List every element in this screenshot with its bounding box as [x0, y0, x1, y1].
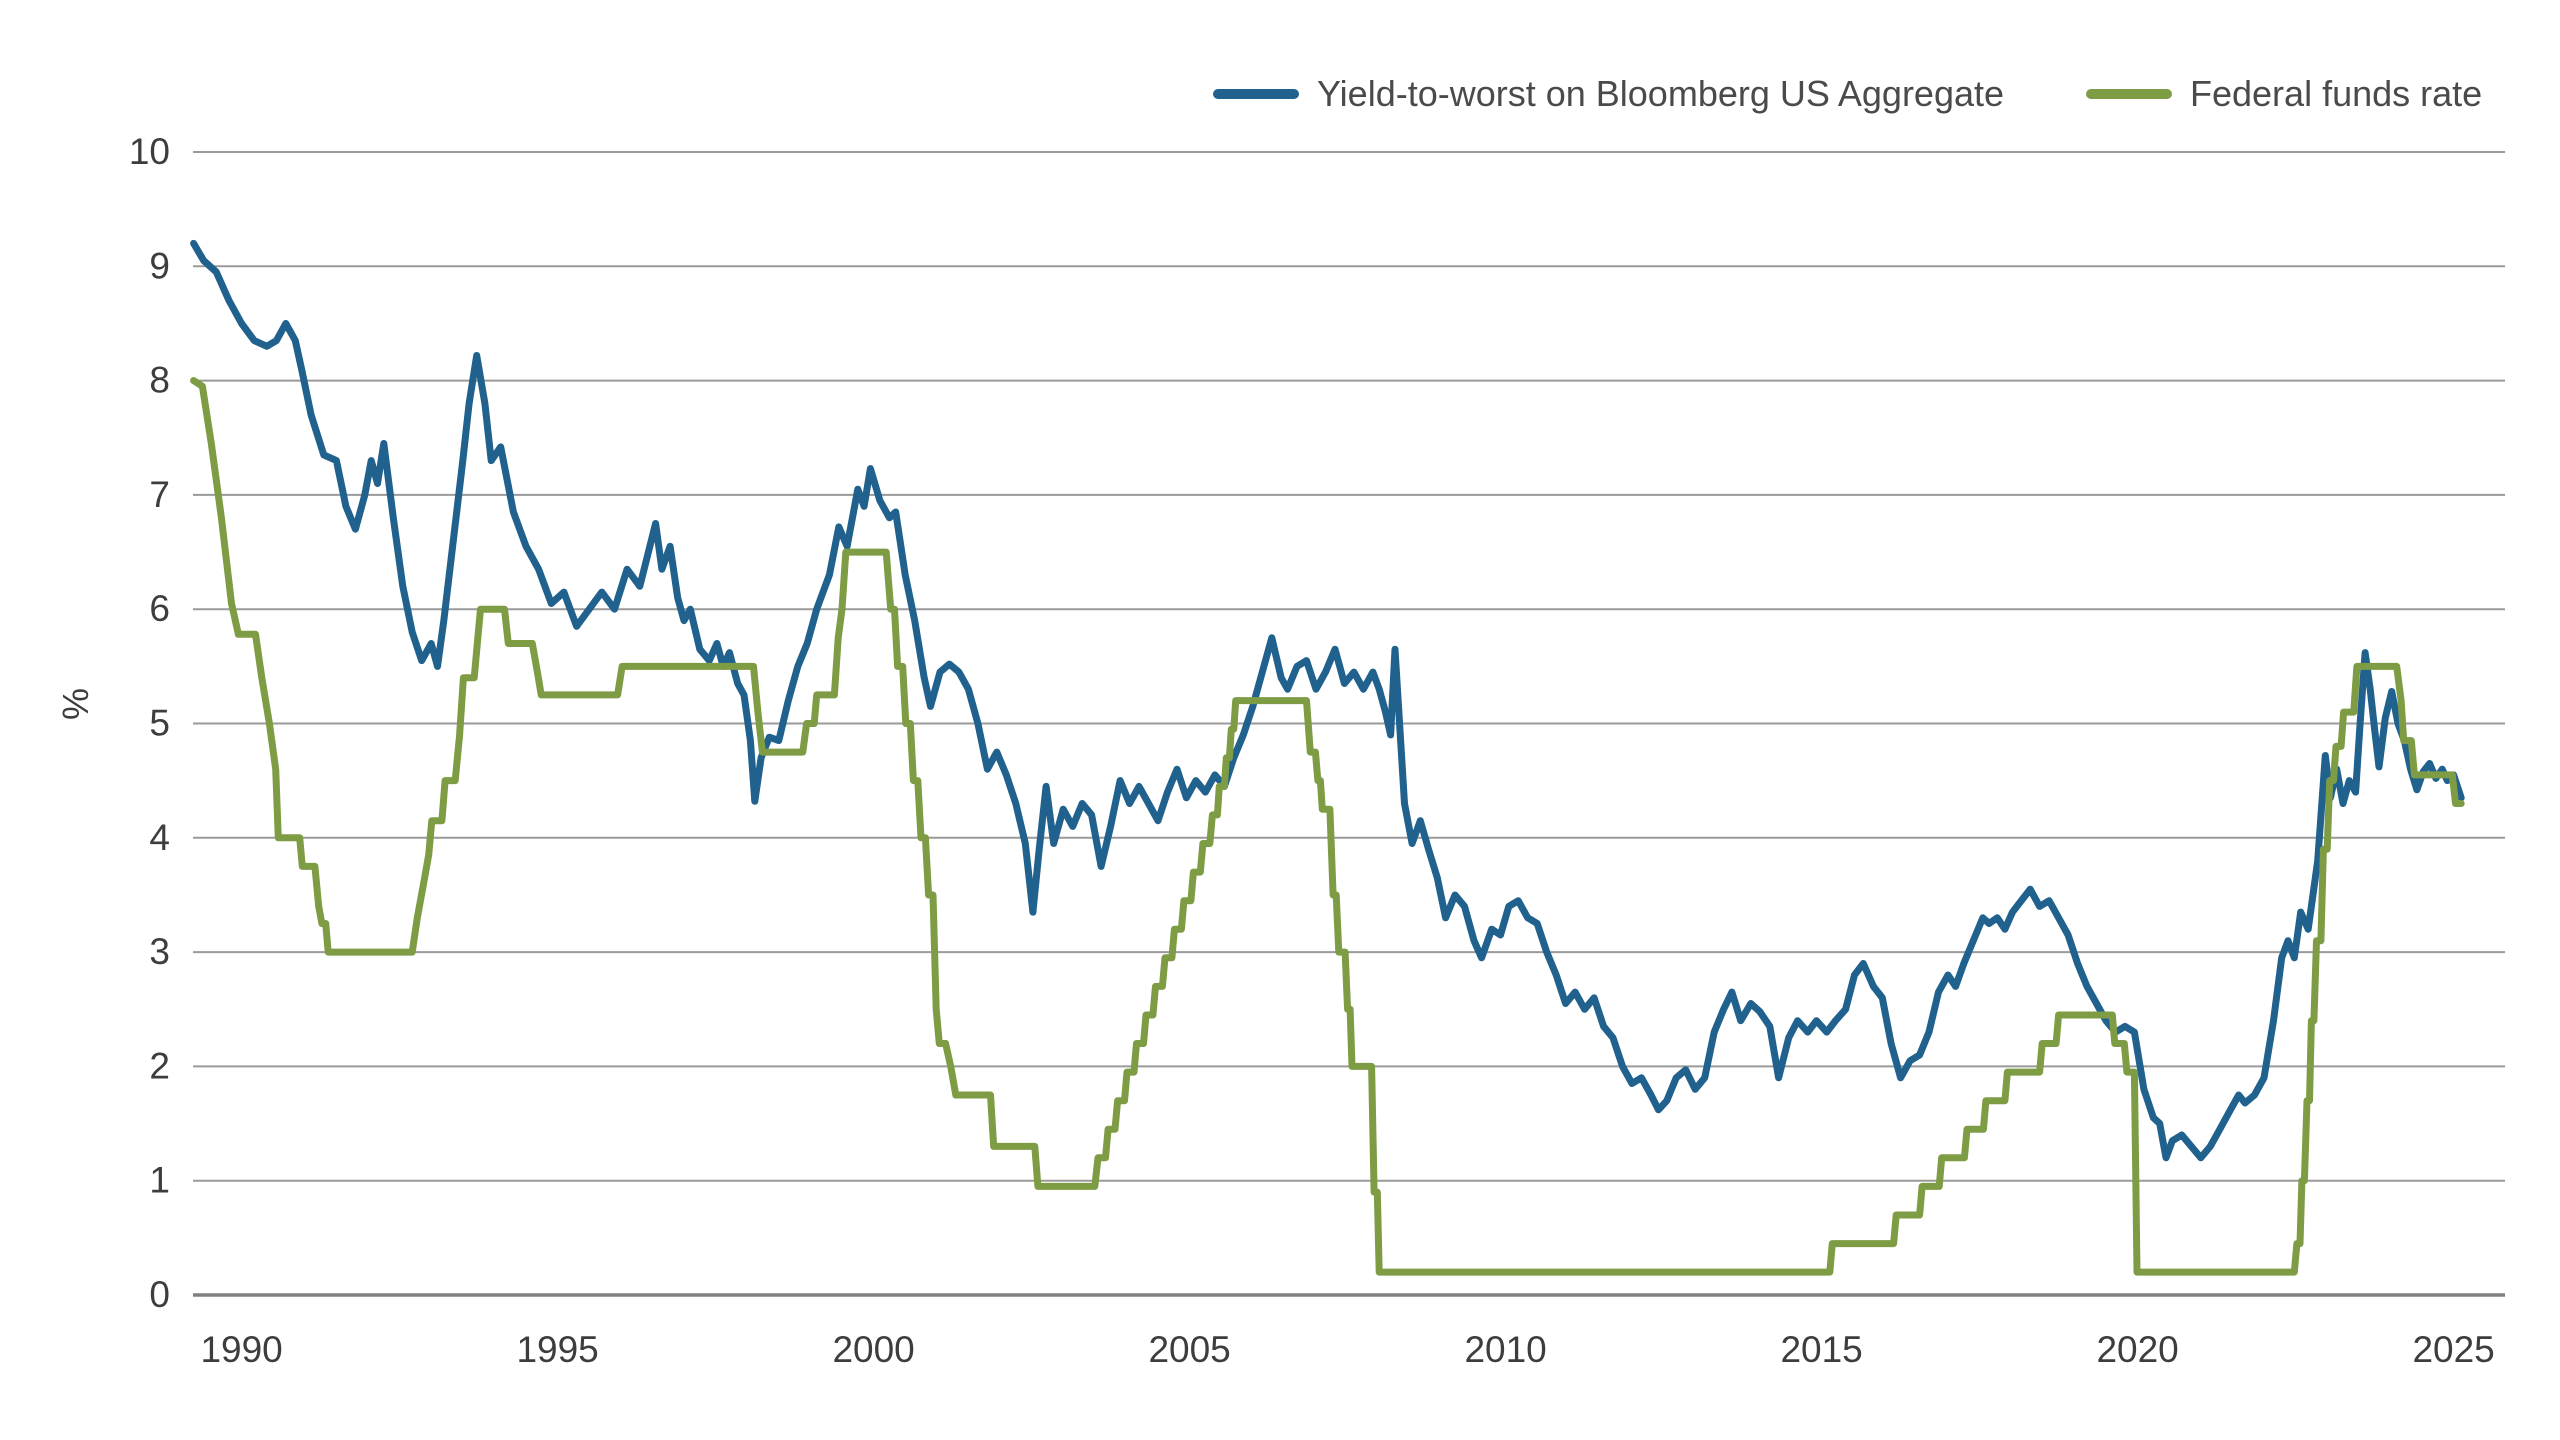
- x-tick-label: 2015: [1780, 1329, 1862, 1370]
- x-tick-label: 2005: [1148, 1329, 1230, 1370]
- y-tick-label: 3: [149, 931, 170, 972]
- y-tick-label: 6: [149, 588, 170, 629]
- y-tick-label: 4: [149, 817, 170, 858]
- y-tick-label: 1: [149, 1160, 170, 1201]
- y-tick-label: 7: [149, 474, 170, 515]
- fed-funds-rate-line: [190, 377, 2465, 1276]
- x-tick-label: 1990: [200, 1329, 282, 1370]
- x-tick-label: 2020: [2096, 1329, 2178, 1370]
- y-tick-label: 5: [149, 703, 170, 744]
- x-tick-label: 2010: [1464, 1329, 1546, 1370]
- x-tick-label: 1995: [516, 1329, 598, 1370]
- y-tick-label: 9: [149, 245, 170, 286]
- x-tick-label: 2000: [832, 1329, 914, 1370]
- y-tick-label: 8: [149, 360, 170, 401]
- yield-to-worst-line: [190, 239, 2465, 1162]
- y-axis-label: %: [55, 688, 96, 720]
- x-tick-label: 2025: [2412, 1329, 2494, 1370]
- y-tick-label: 2: [149, 1045, 170, 1086]
- y-tick-label: 10: [129, 131, 170, 172]
- y-tick-label: 0: [149, 1274, 170, 1315]
